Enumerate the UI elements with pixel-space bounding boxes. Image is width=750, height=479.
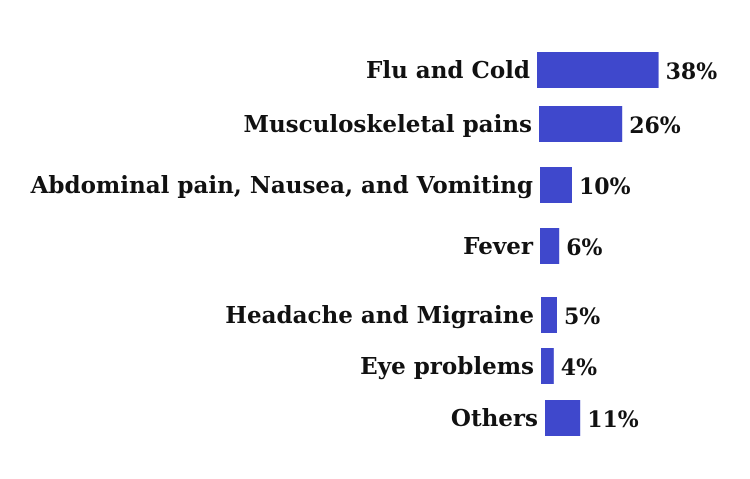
value-label: 5% <box>564 304 600 330</box>
category-labels-group: Flu and Cold Musculoskeletal pains Abdomin… <box>30 57 538 432</box>
bar <box>540 167 572 203</box>
category-label: Abdominal pain, Nausea, and Vomiting <box>30 172 533 199</box>
bar <box>541 297 557 333</box>
value-label: 26% <box>629 113 681 139</box>
category-label: Musculoskeletal pains <box>244 111 533 138</box>
value-labels-group: 38% 26% 10% 6% 5% 4% 11% <box>561 59 717 433</box>
value-label: 6% <box>566 235 602 261</box>
value-label: 11% <box>587 407 639 433</box>
category-label: Fever <box>463 233 534 260</box>
category-label: Headache and Migraine <box>225 302 534 329</box>
value-label: 38% <box>666 59 718 85</box>
bars-group <box>537 52 659 436</box>
value-label: 10% <box>579 174 631 200</box>
bar <box>541 348 554 384</box>
bar <box>540 228 560 264</box>
value-label: 4% <box>561 355 597 381</box>
category-label: Others <box>451 405 538 432</box>
category-label: Eye problems <box>360 353 534 380</box>
category-label: Flu and Cold <box>366 57 530 84</box>
bar <box>539 106 623 142</box>
bar <box>545 400 581 436</box>
bar <box>537 52 659 88</box>
